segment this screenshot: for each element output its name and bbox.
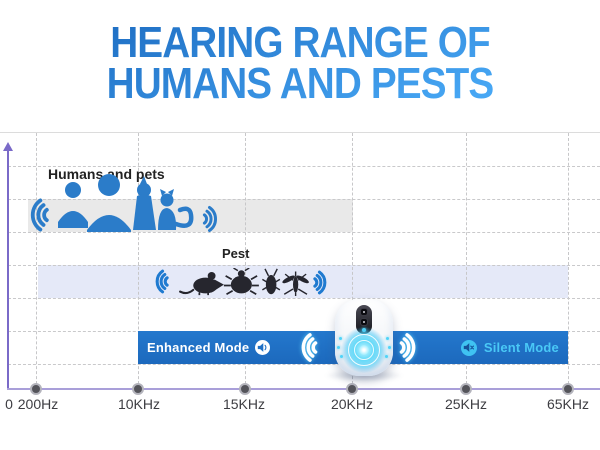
tick-label-200hz: 200Hz bbox=[17, 396, 59, 412]
tick-label-65khz: 65KHz bbox=[546, 396, 590, 412]
glow-ring-outer bbox=[348, 334, 380, 366]
tick-dot bbox=[562, 383, 574, 395]
gridline-horizontal bbox=[8, 199, 600, 200]
chart-top-border bbox=[0, 132, 600, 133]
gridline-vertical bbox=[352, 133, 353, 389]
gridline-vertical bbox=[568, 133, 569, 389]
gridline-vertical bbox=[466, 133, 467, 389]
mouse-icon bbox=[179, 271, 224, 296]
glow-dot bbox=[340, 355, 343, 358]
tick-label-25khz: 25KHz bbox=[444, 396, 488, 412]
glow-ring-inner bbox=[354, 340, 374, 360]
gridline-horizontal bbox=[8, 166, 600, 167]
sound-wave-right-icon bbox=[202, 206, 217, 232]
y-axis bbox=[7, 150, 9, 389]
pest-row-label: Pest bbox=[222, 246, 250, 261]
device-button bbox=[360, 317, 368, 326]
gridline-horizontal bbox=[8, 265, 600, 266]
silent-mode-label: Silent Mode bbox=[483, 340, 559, 355]
gridline-vertical bbox=[245, 133, 246, 389]
device-glow-ring bbox=[341, 327, 387, 373]
pest-repeller-device bbox=[335, 299, 393, 376]
gridline-vertical bbox=[36, 133, 37, 389]
mosquito-icon bbox=[282, 271, 309, 296]
page-title: HEARING RANGE OF HUMANS AND PESTS bbox=[36, 22, 564, 104]
beetle-icon bbox=[223, 268, 259, 296]
enhanced-mode-label: Enhanced Mode bbox=[147, 340, 250, 355]
glow-dot bbox=[339, 337, 342, 340]
humans-row-label: Humans and pets bbox=[48, 166, 165, 182]
sound-wave-right-icon bbox=[313, 270, 327, 295]
gridline-horizontal bbox=[8, 232, 600, 233]
cockroach-icon bbox=[262, 268, 281, 295]
tick-label-0: 0 bbox=[5, 396, 13, 412]
x-axis bbox=[7, 388, 600, 390]
tick-dot bbox=[460, 383, 472, 395]
glow-dot bbox=[386, 337, 389, 340]
sound-wave-right-icon bbox=[399, 333, 416, 362]
tick-label-20khz: 20KHz bbox=[330, 396, 374, 412]
sound-wave-left-icon bbox=[301, 333, 318, 362]
device-button bbox=[360, 307, 368, 316]
title-line-1: HEARING RANGE OF bbox=[110, 18, 490, 67]
speaker-icon bbox=[255, 340, 271, 355]
tick-label-15khz: 15KHz bbox=[222, 396, 266, 412]
gridline-horizontal bbox=[8, 364, 600, 365]
speaker-muted-icon bbox=[460, 339, 477, 356]
glow-core bbox=[359, 345, 369, 355]
pest-icons bbox=[179, 268, 309, 296]
tick-dot bbox=[132, 383, 144, 395]
gridline-vertical bbox=[138, 133, 139, 389]
sound-wave-left-icon bbox=[155, 269, 169, 294]
y-axis-arrow-icon bbox=[3, 142, 13, 151]
glow-dot bbox=[388, 346, 391, 349]
silent-mode-group: Silent Mode bbox=[460, 331, 559, 364]
tick-label-10khz: 10KHz bbox=[117, 396, 161, 412]
title-line-2: HUMANS AND PESTS bbox=[106, 59, 494, 108]
tick-dot bbox=[239, 383, 251, 395]
humans-and-pets-icon bbox=[58, 174, 194, 232]
gridline-horizontal bbox=[8, 298, 600, 299]
tick-dot bbox=[346, 383, 358, 395]
glow-dot bbox=[385, 355, 388, 358]
tick-dot bbox=[30, 383, 42, 395]
glow-dot bbox=[337, 346, 340, 349]
sound-wave-left-icon bbox=[30, 198, 49, 232]
